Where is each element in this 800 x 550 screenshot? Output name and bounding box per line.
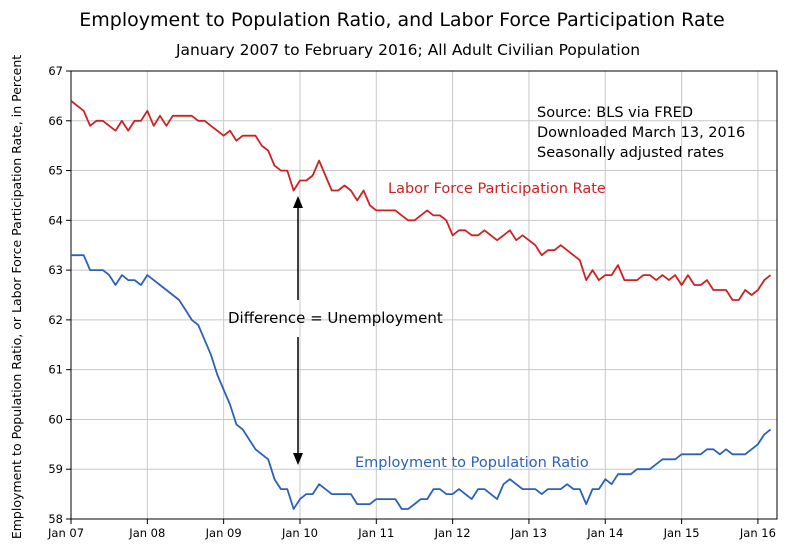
x-tick-label: Jan 16 xyxy=(739,526,776,540)
y-tick-label: 61 xyxy=(48,363,63,377)
y-axis-label: Employment to Population Ratio, or Labor… xyxy=(9,55,24,539)
x-tick-label: Jan 13 xyxy=(510,526,547,540)
x-tick-label: Jan 14 xyxy=(586,526,623,540)
x-axis: Jan 07 Jan 08 Jan 09 Jan 10 Jan 11 Jan 12 Jan … xyxy=(47,519,776,540)
x-tick-label: Jan 15 xyxy=(663,526,700,540)
arrow-down-head xyxy=(293,453,303,465)
source-line-1: Source: BLS via FRED xyxy=(537,105,693,121)
y-tick-label: 63 xyxy=(48,263,63,277)
y-tick-label: 65 xyxy=(48,164,63,178)
source-line-2: Downloaded March 13, 2016 xyxy=(537,125,745,141)
chart-title: Employment to Population Ratio, and Labo… xyxy=(79,9,725,31)
series-line-epop xyxy=(71,254,772,510)
y-tick-label: 58 xyxy=(48,512,63,526)
y-tick-label: 67 xyxy=(48,64,63,78)
y-tick-label: 62 xyxy=(48,313,63,327)
y-tick-label: 60 xyxy=(48,412,63,426)
y-tick-label: 64 xyxy=(48,213,63,227)
arrow-up-head xyxy=(293,196,303,208)
x-tick-label: Jan 10 xyxy=(281,526,318,540)
x-tick-label: Jan 07 xyxy=(47,526,84,540)
difference-annotation: Difference = Unemployment xyxy=(228,196,443,465)
x-tick-label: Jan 08 xyxy=(128,526,165,540)
series-label-epop: Employment to Population Ratio xyxy=(355,455,589,471)
plot-frame xyxy=(70,70,778,520)
series-label-lfpr: Labor Force Participation Rate xyxy=(388,181,606,197)
y-tick-label: 66 xyxy=(48,114,63,128)
x-tick-label: Jan 12 xyxy=(434,526,471,540)
x-tick-label: Jan 11 xyxy=(357,526,394,540)
y-tick-label: 59 xyxy=(48,462,63,476)
source-line-3: Seasonally adjusted rates xyxy=(537,145,724,161)
difference-label: Difference = Unemployment xyxy=(228,309,443,327)
x-tick-label: Jan 09 xyxy=(205,526,242,540)
y-axis: 58 59 60 61 62 63 64 65 66 67 xyxy=(48,64,71,526)
series-lines xyxy=(70,100,772,510)
series-line-lfpr xyxy=(70,100,772,301)
chart-subtitle: January 2007 to February 2016; All Adult… xyxy=(175,41,640,59)
